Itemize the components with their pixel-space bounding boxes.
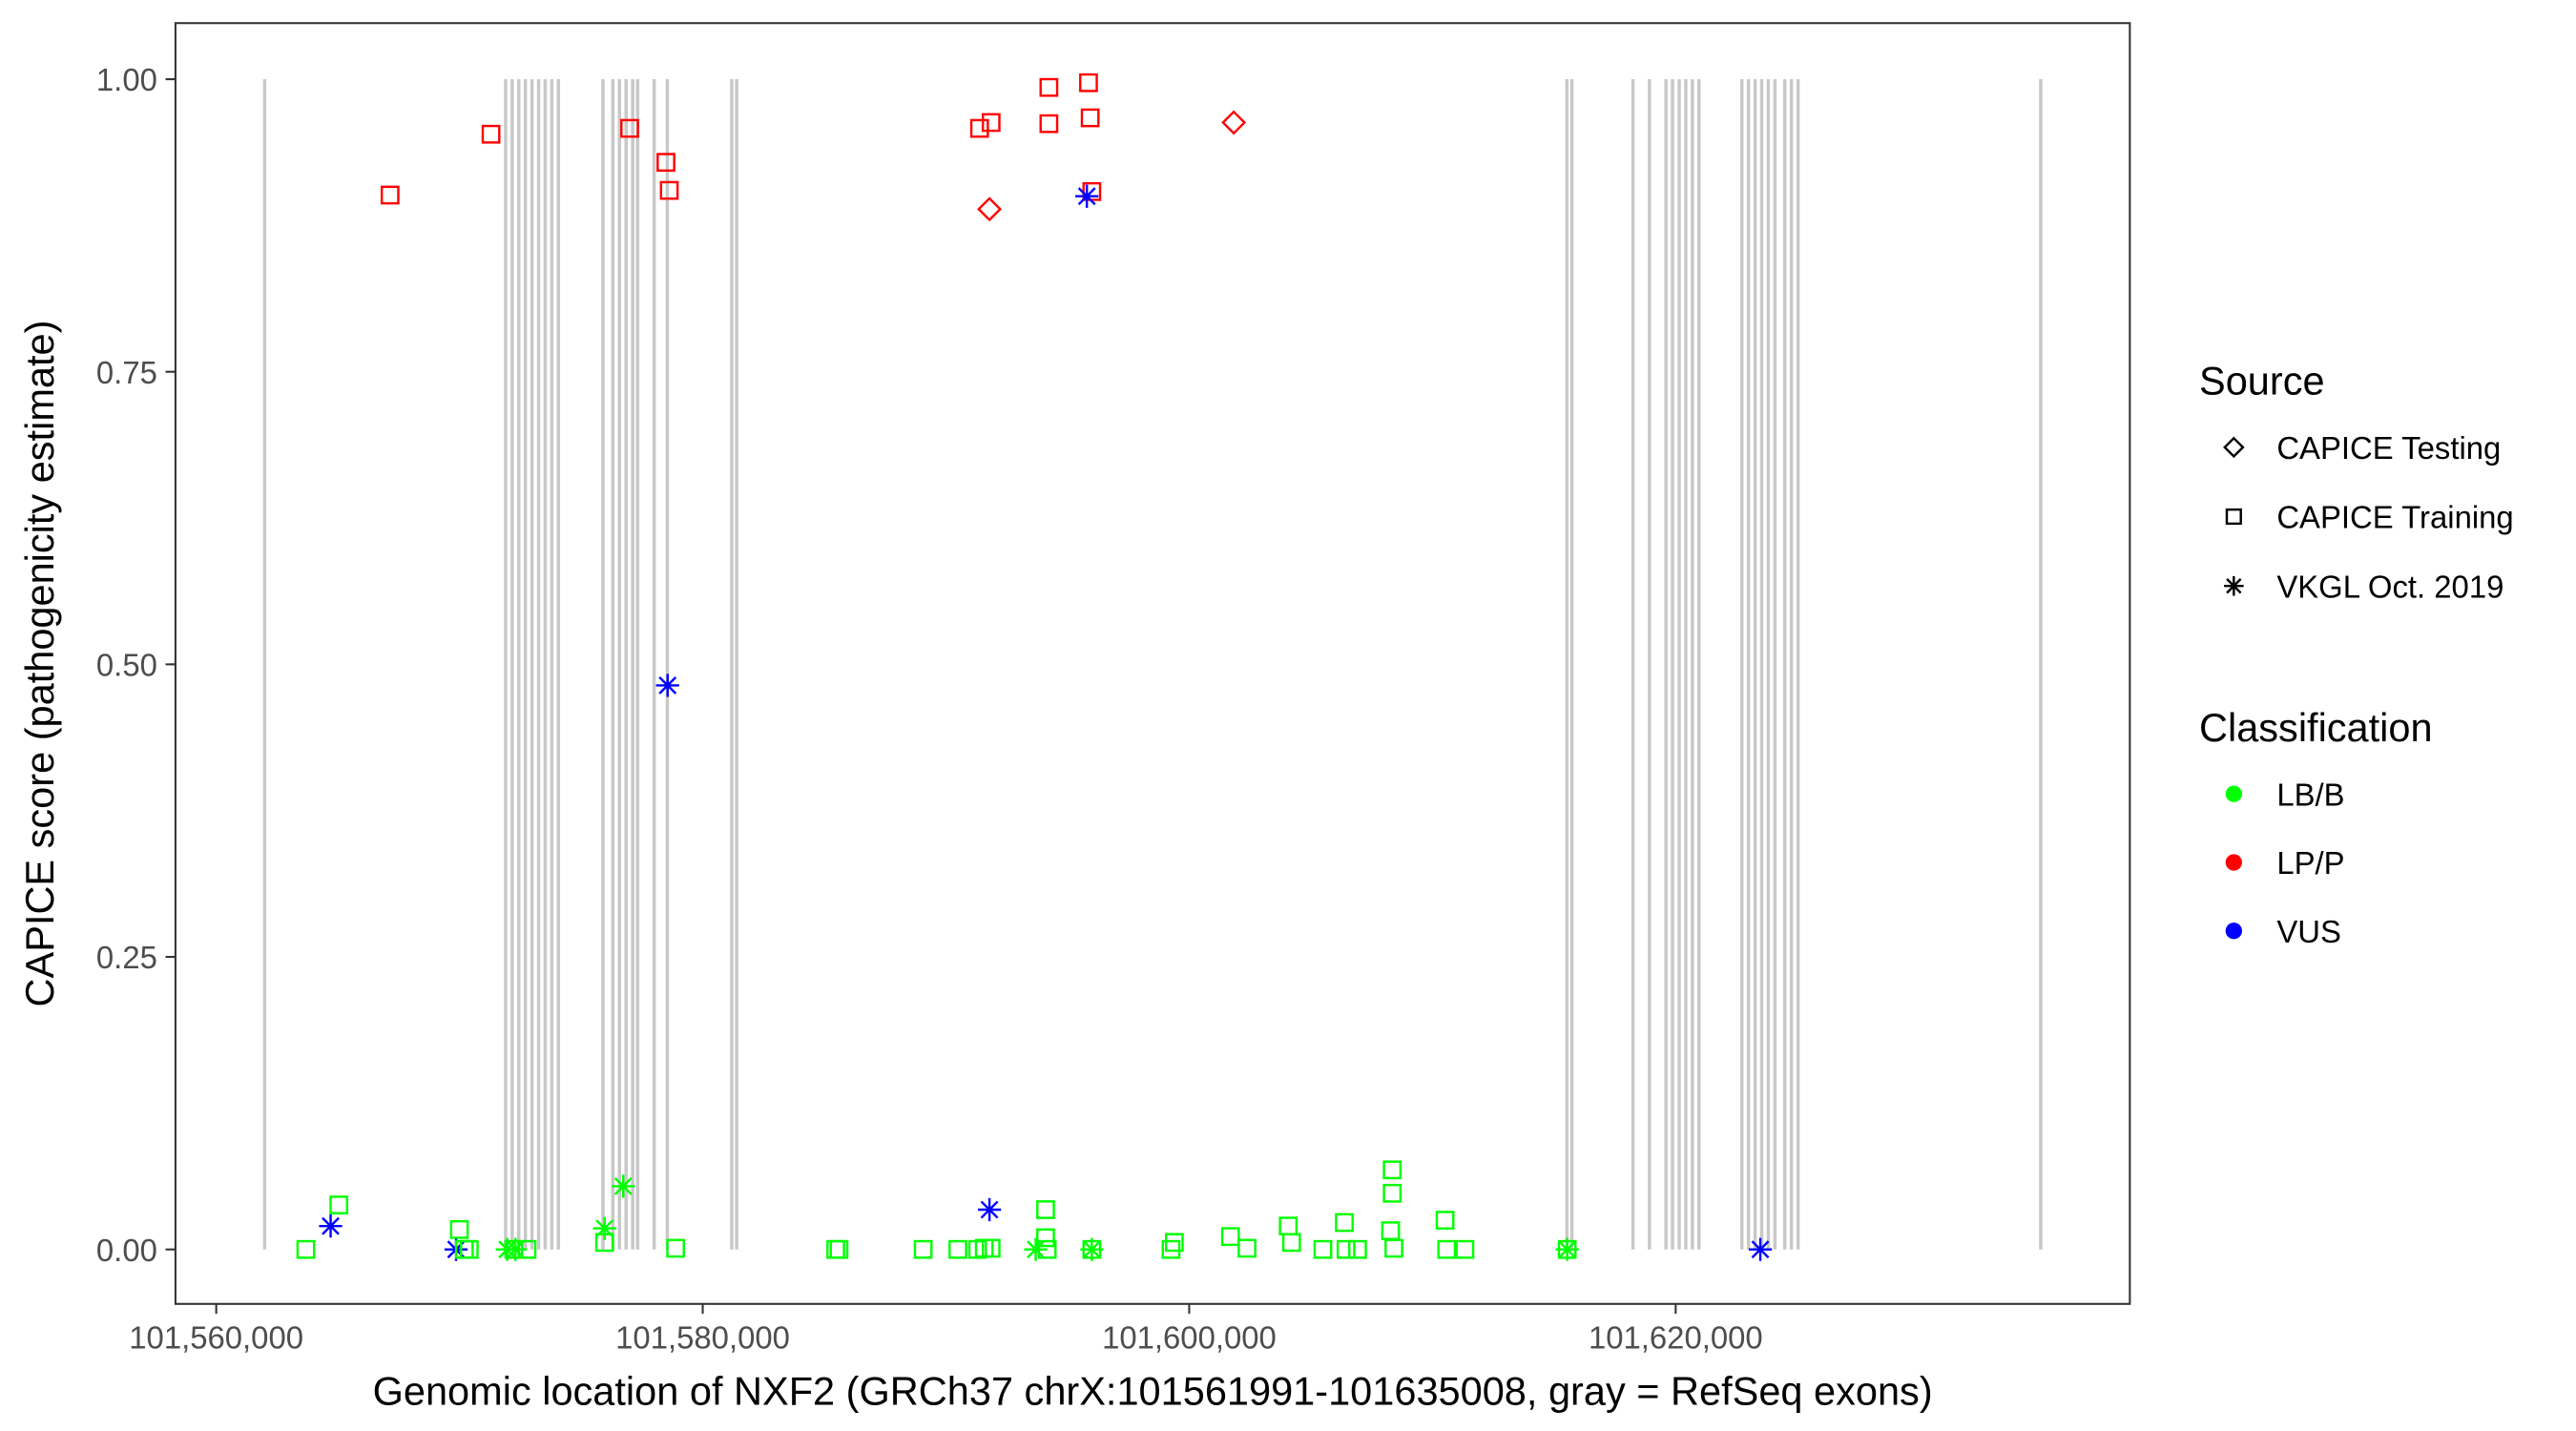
data-point-square [460,1239,479,1259]
data-point-asterisk [655,674,679,697]
data-point-square [656,153,675,172]
data-point-square [1165,1233,1184,1253]
data-point-square [1313,1239,1333,1259]
legend-source-label: VKGL Oct. 2019 [2276,569,2503,604]
legend-class-title: Classification [2199,705,2433,750]
data-point-diamond [977,197,1003,222]
data-point-square [1435,1211,1455,1230]
data-point-square [659,180,679,200]
data-point-square [620,118,639,138]
data-point-square [913,1239,933,1259]
data-point-square [981,1238,1001,1258]
y-axis-title: CAPICE score (pathogenicity estimate) [17,321,62,1007]
legend-dot-icon [2225,785,2242,802]
data-point-square [329,1195,348,1214]
data-point-square [1039,77,1059,97]
data-point-square [948,1239,967,1259]
x-axis: 101,560,000 101,580,000 101,600,000 101,620… [129,1303,1763,1355]
y-axis: 0.00 0.25 0.50 0.75 1.00 [96,62,176,1268]
data-point-square [969,118,989,138]
data-point-square [1079,73,1098,93]
plot-panel [174,22,2131,1305]
data-point-asterisk [319,1214,343,1238]
data-point-asterisk [592,1216,616,1240]
data-point-square [1455,1239,1475,1259]
legend-class-label: LB/B [2276,777,2344,812]
y-tick-label: 0.25 [96,940,157,975]
x-axis-title: Genomic location of NXF2 (GRCh37 chrX:10… [373,1368,1933,1413]
legend-square-icon [2225,508,2242,526]
legend-dot-icon [2225,923,2242,940]
legend-source-label: CAPICE Testing [2276,430,2501,466]
data-point-square [1237,1238,1257,1258]
data-point-asterisk [1024,1237,1048,1261]
legend-dot-icon [2225,854,2242,871]
legend-source-label: CAPICE Training [2276,500,2513,535]
legend-asterisk-icon [2224,575,2244,596]
y-tick-label: 0.75 [96,355,157,390]
data-point-square [449,1219,469,1239]
x-tick-label: 101,600,000 [1102,1319,1277,1355]
data-point-diamond [1221,110,1247,135]
x-tick-label: 101,560,000 [129,1319,303,1355]
data-point-square [1036,1200,1055,1219]
data-point-square [967,1239,987,1259]
y-tick-label: 0.00 [96,1233,157,1268]
data-point-square [1039,114,1059,134]
data-point-square [666,1238,685,1258]
data-point-square [1382,1160,1402,1180]
data-point-asterisk [612,1174,635,1198]
data-point-square [380,185,400,205]
legend-source-title: Source [2199,358,2325,403]
data-point-asterisk [977,1197,1002,1222]
data-point-square [296,1239,316,1259]
data-points [296,73,1773,1261]
data-point-square [1335,1213,1354,1233]
x-tick-label: 101,620,000 [1589,1319,1763,1355]
data-point-square [1384,1238,1403,1258]
data-point-square [829,1239,849,1259]
data-point-asterisk [1748,1237,1773,1261]
data-point-square [1080,108,1100,128]
y-tick-label: 0.50 [96,647,157,682]
data-point-square [1336,1239,1356,1259]
legend-class-label: LP/P [2276,845,2344,881]
x-tick-label: 101,580,000 [615,1319,790,1355]
legend-class-label: VUS [2276,914,2341,949]
legend: Source Classification CAPICE Testing CAPI… [2199,358,2514,948]
data-point-square [1036,1228,1055,1248]
data-point-square [1281,1233,1301,1253]
data-point-square [1220,1227,1240,1247]
data-point-asterisk [1080,1237,1104,1261]
legend-diamond-icon [2223,436,2245,459]
data-point-asterisk [504,1237,528,1261]
exon-lines [262,79,2043,1250]
data-point-square [1161,1239,1181,1259]
y-tick-label: 1.00 [96,62,157,97]
data-point-square [481,124,501,144]
data-point-square [1348,1239,1367,1259]
data-point-square [1382,1183,1402,1203]
data-point-square [1437,1239,1457,1259]
data-point-asterisk [1075,184,1099,208]
data-point-square [981,113,1001,133]
data-point-asterisk [1555,1237,1579,1261]
